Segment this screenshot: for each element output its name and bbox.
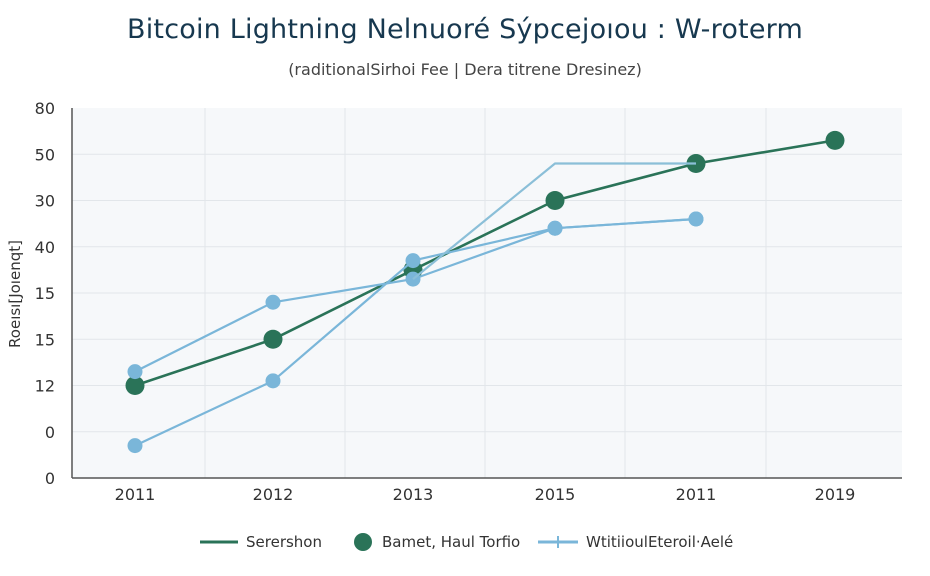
series-layer: [125, 130, 845, 454]
y-tick-label: 40: [35, 238, 55, 257]
legend-dot-swatch: [354, 533, 372, 551]
x-tick-label: 2011: [676, 485, 717, 504]
data-point: [265, 294, 281, 310]
data-point: [825, 130, 845, 150]
legend: Serershon Bamet, Haul Torfio WtitiioulEt…: [0, 528, 930, 556]
grid-lines: [72, 108, 902, 478]
data-point: [125, 376, 145, 395]
legend-item-wtitiioul[interactable]: WtitiioulEteroil·Aelé: [538, 528, 733, 556]
data-point: [547, 220, 563, 236]
legend-label: Serershon: [246, 533, 322, 551]
x-tick-labels: 2011 2012 2013 2015 2011 2019: [115, 485, 856, 504]
x-tick-label: 2012: [253, 485, 294, 504]
y-tick-label: 80: [35, 99, 55, 118]
y-tick-label: 0: [45, 423, 55, 442]
legend-item-bamet[interactable]: Bamet, Haul Torfio: [352, 528, 520, 556]
data-point: [127, 438, 143, 454]
y-tick-label: 0: [45, 469, 55, 488]
legend-marker-swatch: [538, 536, 578, 548]
y-tick-label: 30: [35, 192, 55, 211]
data-point: [265, 373, 281, 389]
data-point: [545, 191, 565, 210]
y-tick-label: 50: [35, 145, 55, 164]
legend-line-swatch: [200, 540, 238, 544]
data-point: [688, 211, 704, 227]
data-point: [405, 253, 421, 269]
legend-label: WtitiioulEteroil·Aelé: [586, 533, 734, 551]
x-tick-label: 2019: [815, 485, 856, 504]
y-axis-label: Roeısı[Joıenqt]: [6, 240, 24, 348]
data-point: [263, 329, 283, 349]
y-tick-label: 15: [35, 284, 55, 303]
legend-label: Bamet, Haul Torfio: [382, 533, 521, 551]
x-tick-label: 2013: [393, 485, 434, 504]
x-tick-label: 2015: [535, 485, 576, 504]
x-tick-label: 2011: [115, 485, 156, 504]
y-tick-label: 12: [35, 377, 55, 396]
chart-subtitle: (raditionalSirhoi Fee | Dera titrene Dre…: [288, 60, 642, 79]
series-line-4: [412, 162, 696, 280]
series-line-1: [134, 139, 836, 387]
data-point: [127, 364, 143, 380]
chart-title: Bitcoin Lightning Nelnuoré Sýpcejoıou : …: [127, 14, 803, 45]
legend-item-serershon[interactable]: Serershon: [200, 528, 322, 556]
y-tick-label: 15: [35, 330, 55, 349]
y-tick-labels: 80 50 30 40 15 15 12 0 0: [35, 99, 55, 488]
